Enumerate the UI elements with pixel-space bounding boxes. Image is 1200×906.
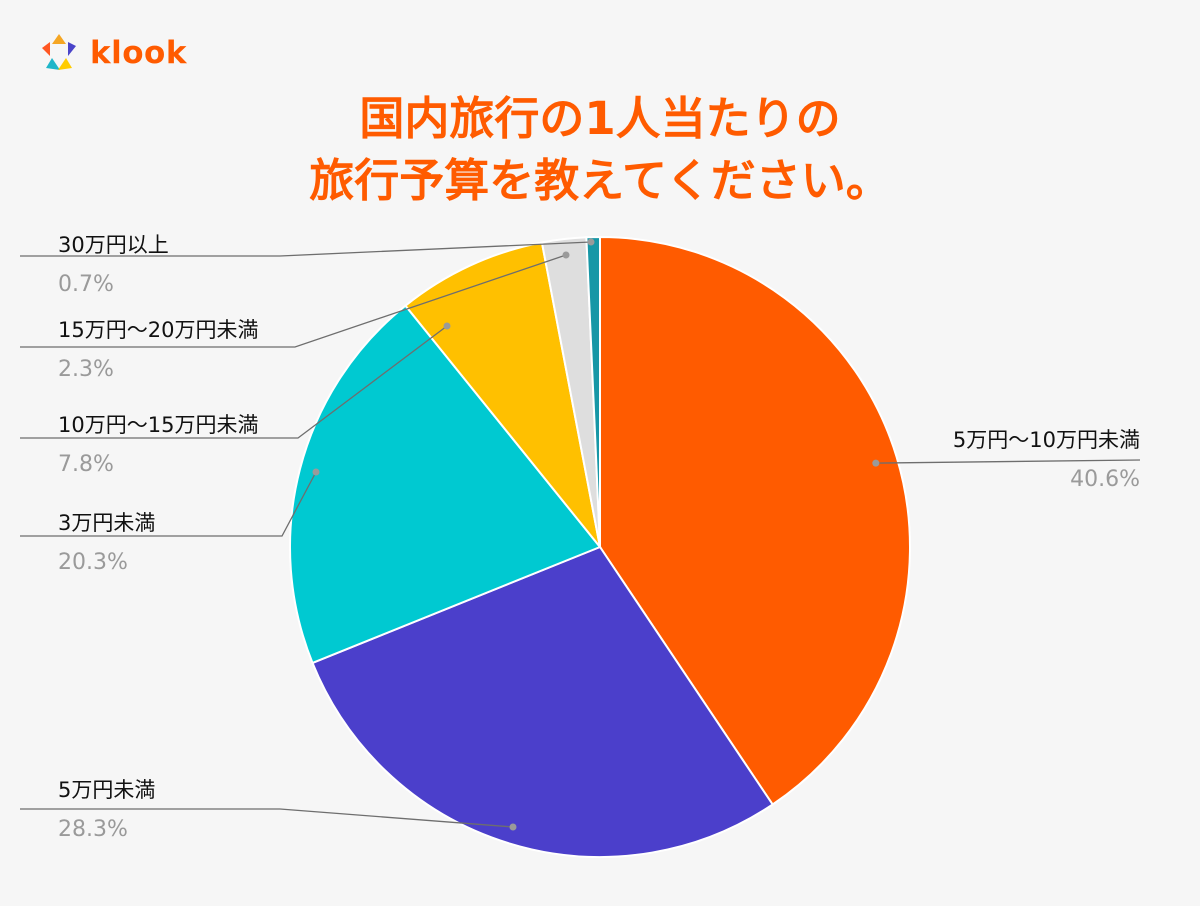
- leader-dot-under-3man: [312, 468, 320, 476]
- leader-dot-30man-plus: [587, 238, 595, 246]
- slice-value-30man-plus: 0.7%: [58, 272, 114, 297]
- leader-dot-under-5man: [509, 823, 517, 831]
- slice-value-under-5man: 28.3%: [58, 817, 128, 842]
- leader-line-5-10man: [875, 459, 1141, 464]
- leader-line-under-5man: [20, 808, 514, 828]
- title-line-2: 旅行予算を教えてください。: [309, 154, 891, 207]
- leader-line-10-15man: [20, 325, 448, 439]
- brand-name: klook: [90, 35, 187, 71]
- leader-line-30man-plus: [20, 241, 592, 257]
- slice-label-15-20man: 15万円〜20万円未満: [58, 318, 258, 342]
- leader-line-under-3man: [20, 471, 317, 537]
- pie-slice-30man-plus: [585, 235, 601, 548]
- slice-value-5-10man: 40.6%: [1070, 467, 1140, 492]
- slice-label-30man-plus: 30万円以上: [58, 233, 169, 257]
- pie-labels: 5万円〜10万円未満 40.6% 5万円未満 28.3% 3万円未満 20.3% 10万円〜…: [20, 233, 1141, 842]
- slice-value-15-20man: 2.3%: [58, 357, 114, 382]
- slice-label-under-5man: 5万円未満: [58, 778, 155, 802]
- slice-label-under-3man: 3万円未満: [58, 511, 155, 535]
- klook-logo-icon: [42, 34, 76, 70]
- pie-slice-under-3man: [289, 304, 602, 665]
- slice-value-under-3man: 20.3%: [58, 550, 128, 575]
- title-line-1: 国内旅行の1人当たりの: [359, 92, 841, 145]
- brand-logo: klook: [36, 30, 187, 76]
- leader-dot-15-20man: [562, 251, 570, 259]
- slice-label-10-15man: 10万円〜15万円未満: [58, 413, 258, 437]
- pie-slices: [289, 235, 911, 858]
- slice-value-10-15man: 7.8%: [58, 452, 114, 477]
- leader-line-15-20man: [20, 254, 567, 348]
- slice-label-5-10man: 5万円〜10万円未満: [953, 428, 1140, 452]
- chart-title: 国内旅行の1人当たりの 旅行予算を教えてください。: [0, 88, 1200, 212]
- pie-slice-under-5man: [311, 545, 775, 858]
- leader-dot-5-10man: [872, 459, 880, 467]
- leader-dot-10-15man: [443, 322, 451, 330]
- pie-slice-5-10man: [599, 235, 911, 806]
